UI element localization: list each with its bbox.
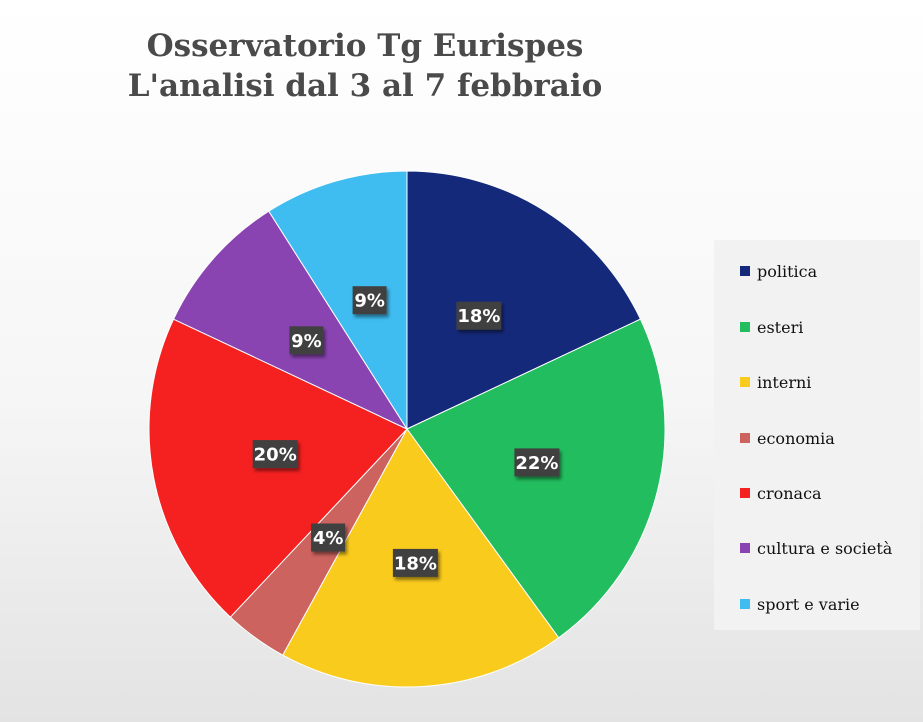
legend: politica esteri interni economia cronaca… xyxy=(714,240,920,630)
data-label-box xyxy=(352,286,387,315)
legend-item-cultura-e-societa: cultura e società xyxy=(740,538,892,558)
chart-title-line-2: L'analisi dal 3 al 7 febbraio xyxy=(127,68,603,104)
pie-slice-cronaca xyxy=(148,318,408,618)
data-label-text: 20% xyxy=(254,445,297,466)
data-label-box xyxy=(514,448,560,477)
chart-title-line-1: Osservatorio Tg Eurispes xyxy=(146,28,584,64)
data-label-box xyxy=(311,523,346,552)
legend-item-cronaca: cronaca xyxy=(740,483,822,503)
legend-swatch xyxy=(740,377,750,387)
data-label-esteri: 22% xyxy=(514,448,560,477)
chart-title: Osservatorio Tg Eurispes L'analisi dal 3… xyxy=(0,26,730,106)
data-label-box xyxy=(456,301,502,330)
pie-data-labels: 18% 22% 18% 4% 20% 9% 9% xyxy=(252,286,560,577)
legend-label: cultura e società xyxy=(757,538,893,558)
pie-slice-esteri xyxy=(406,318,666,639)
legend-label: politica xyxy=(757,261,818,281)
legend-item-esteri: esteri xyxy=(740,317,803,337)
data-label-box xyxy=(289,326,324,355)
data-label-text: 9% xyxy=(291,331,322,352)
legend-label: sport e varie xyxy=(757,594,860,614)
data-label-sport-e-varie: 9% xyxy=(352,286,387,315)
legend-label: economia xyxy=(757,428,835,448)
data-label-text: 9% xyxy=(354,291,385,312)
legend-label: interni xyxy=(757,372,812,392)
data-label-interni: 18% xyxy=(392,548,438,577)
data-label-text: 22% xyxy=(515,453,558,474)
data-label-cronaca: 20% xyxy=(252,440,298,469)
data-label-box xyxy=(392,548,438,577)
data-label-text: 4% xyxy=(313,528,344,549)
pie-slice-politica xyxy=(406,170,642,430)
legend-item-economia: economia xyxy=(740,428,835,448)
data-label-box xyxy=(252,440,298,469)
data-label-text: 18% xyxy=(394,553,437,574)
legend-label: cronaca xyxy=(757,483,822,503)
pie-slice-sport-e-varie xyxy=(268,170,408,431)
legend-swatch xyxy=(740,266,750,276)
pie-slices xyxy=(148,170,666,688)
legend-item-politica: politica xyxy=(740,261,817,281)
pie-slice-cultura-e-societa xyxy=(172,210,409,431)
legend-swatch xyxy=(740,433,750,443)
data-label-economia: 4% xyxy=(311,523,346,552)
legend-swatch xyxy=(740,599,750,609)
data-label-text: 18% xyxy=(457,306,500,327)
legend-swatch xyxy=(740,322,750,332)
legend-item-sport-e-varie: sport e varie xyxy=(740,594,860,614)
legend-swatch xyxy=(740,543,750,553)
data-label-cultura-e-societa: 9% xyxy=(289,326,324,355)
legend-label: esteri xyxy=(757,317,804,337)
data-label-politica: 18% xyxy=(456,301,502,330)
legend-swatch xyxy=(740,488,750,498)
legend-item-interni: interni xyxy=(740,372,811,392)
